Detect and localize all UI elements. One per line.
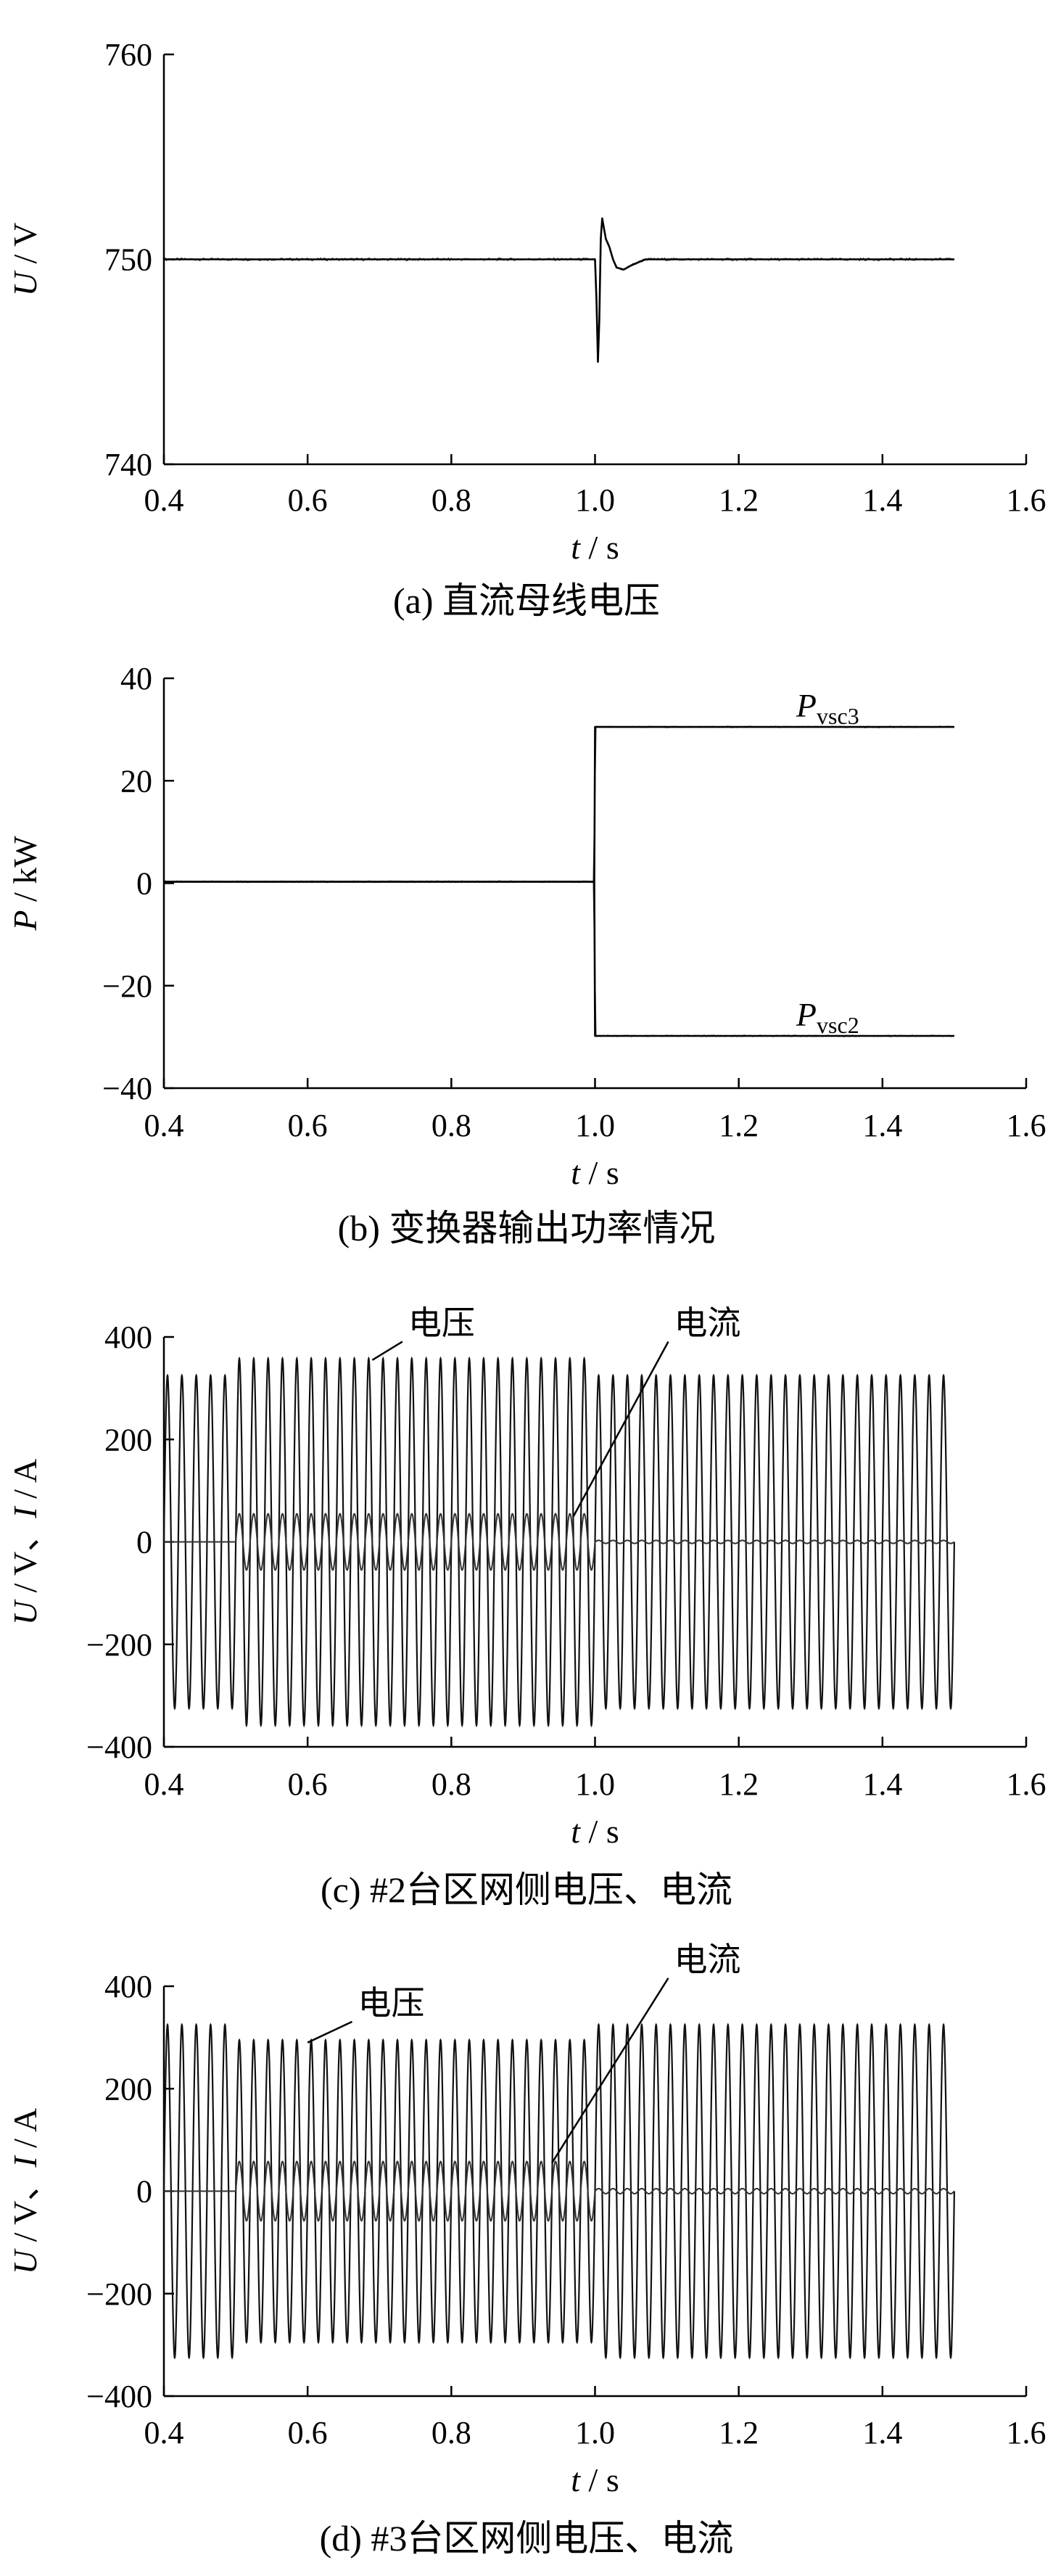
y-tick-label: 200: [104, 1422, 152, 1457]
x-tick-label: 1.2: [719, 1766, 759, 1802]
y-axis-label: U / V、I / A: [7, 1459, 44, 1625]
x-tick-label: 1.4: [862, 1766, 902, 1802]
x-tick-label: 0.8: [431, 1766, 471, 1802]
y-tick-label: −400: [86, 1729, 152, 1765]
annotation-label: 电压: [408, 1304, 475, 1341]
x-tick-label: 1.4: [862, 1108, 902, 1143]
chart-a: 0.4 0.6 0.8 1.0 1.2 1.4 1.6 740 750 760 t / s U / V…: [7, 37, 1046, 621]
annotation-leader: [371, 1341, 403, 1361]
y-tick-label: 750: [104, 242, 152, 278]
x-tick-label: 1.2: [719, 1108, 759, 1143]
series-noise: [163, 725, 955, 884]
y-tick-label: 400: [104, 1969, 152, 2004]
y-tick-label: −200: [86, 2276, 152, 2312]
y-tick-label: 20: [120, 763, 152, 799]
y-tick-label: 760: [104, 37, 152, 73]
x-tick-label: 0.6: [288, 482, 328, 518]
chart-caption: (b) 变换器输出功率情况: [338, 1208, 716, 1248]
y-axis-label: U / V、I / A: [7, 2108, 44, 2274]
x-tick-label: 1.4: [862, 2415, 902, 2451]
x-axis-label: t / s: [571, 1813, 619, 1850]
chart-caption: (c) #2台区网侧电压、电流: [321, 1869, 732, 1910]
x-tick-label: 0.4: [144, 482, 184, 518]
x-tick-label: 0.6: [288, 1766, 328, 1802]
x-tick-label: 1.0: [575, 1766, 615, 1802]
x-tick-label: 1.6: [1007, 1108, 1046, 1143]
series-noise: [163, 219, 955, 341]
x-tick-label: 1.2: [719, 482, 759, 518]
y-axis-label: U / V: [7, 223, 44, 296]
y-tick-label: 40: [120, 661, 152, 696]
series-label-vsc2: Pvsc2: [796, 996, 859, 1038]
series-line: [164, 725, 954, 883]
annotation-label: 电流: [674, 1304, 740, 1341]
annotation-label: 电流: [674, 1941, 740, 1978]
annotation-leader: [307, 2020, 353, 2044]
x-axis-label: t / s: [571, 2461, 619, 2498]
y-tick-label: −200: [86, 1627, 152, 1663]
x-tick-label: 1.2: [719, 2415, 759, 2451]
y-tick-label: −400: [86, 2379, 152, 2414]
x-tick-label: 0.4: [144, 1108, 184, 1143]
x-tick-label: 0.8: [431, 2415, 471, 2451]
annotation-leader: [550, 1978, 669, 2164]
x-tick-label: 0.4: [144, 1766, 184, 1802]
x-axis-label: t / s: [571, 1154, 619, 1191]
x-tick-label: 0.8: [431, 1108, 471, 1143]
current-wave: [164, 2160, 955, 2222]
y-tick-label: 0: [136, 866, 152, 902]
x-tick-label: 1.6: [1007, 2415, 1046, 2451]
x-tick-label: 1.0: [575, 2415, 615, 2451]
y-tick-label: 0: [136, 1525, 152, 1560]
x-tick-label: 0.6: [288, 2415, 328, 2451]
chart-c: 0.4 0.6 0.8 1.0 1.2 1.4 1.6 −400 −200 0 200 400 t / …: [7, 1304, 1046, 1910]
x-tick-label: 1.6: [1007, 1766, 1046, 1802]
y-axis-label: P / kW: [7, 836, 44, 931]
x-tick-label: 1.4: [862, 482, 902, 518]
x-axis-label: t / s: [571, 529, 619, 566]
annotation-label: 电压: [358, 1985, 425, 2022]
series-label-vsc3: Pvsc3: [796, 687, 859, 729]
y-tick-label: 400: [104, 1320, 152, 1355]
annotation-leader: [572, 1341, 669, 1517]
x-tick-label: 1.6: [1007, 482, 1046, 518]
x-tick-label: 0.8: [431, 482, 471, 518]
y-tick-label: 200: [104, 2071, 152, 2107]
x-tick-label: 0.4: [144, 2415, 184, 2451]
chart-b: 0.4 0.6 0.8 1.0 1.2 1.4 1.6 −40 −20 0 20 40 t / s P /…: [7, 661, 1046, 1248]
x-tick-label: 0.6: [288, 1108, 328, 1143]
y-tick-label: −40: [102, 1071, 152, 1106]
series-noise: [163, 880, 955, 1037]
chart-caption: (a) 直流母线电压: [393, 580, 660, 621]
y-tick-label: 740: [104, 447, 152, 482]
series-line: [164, 217, 954, 363]
x-tick-label: 1.0: [575, 1108, 615, 1143]
y-tick-label: −20: [102, 968, 152, 1004]
x-tick-label: 1.0: [575, 482, 615, 518]
y-tick-label: 0: [136, 2174, 152, 2210]
current-wave: [164, 1513, 955, 1571]
chart-d: 0.4 0.6 0.8 1.0 1.2 1.4 1.6 −400 −200 0 200 400 t / …: [7, 1941, 1046, 2559]
chart-caption: (d) #3台区网侧电压、电流: [320, 2518, 734, 2559]
